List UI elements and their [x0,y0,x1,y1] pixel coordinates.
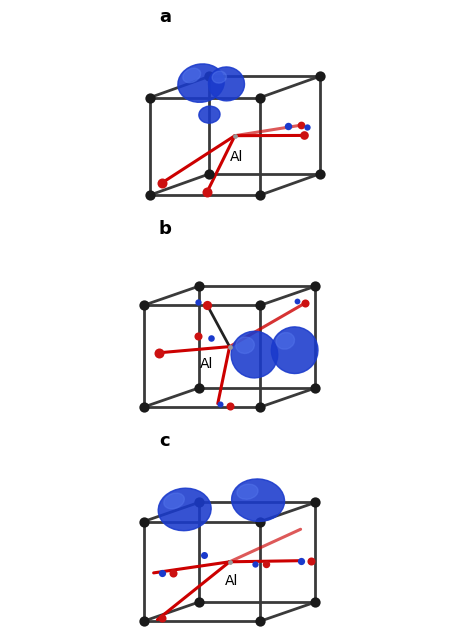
Point [284,120,292,130]
Point [140,300,147,310]
Ellipse shape [183,68,201,83]
Ellipse shape [199,106,220,123]
Ellipse shape [164,493,184,509]
Point [203,300,210,310]
Ellipse shape [236,337,255,354]
Ellipse shape [158,488,211,530]
Point [311,597,319,607]
Ellipse shape [271,327,318,373]
Point [146,92,154,102]
Point [195,281,202,291]
Point [311,281,319,291]
Point [195,597,202,607]
Point [256,190,264,200]
Ellipse shape [237,484,258,499]
Point [256,616,264,626]
Point [146,190,154,200]
Point [297,556,305,566]
Point [155,348,163,358]
Point [206,71,213,81]
Point [201,550,208,560]
Point [303,121,311,132]
Point [262,559,269,569]
Point [140,616,147,626]
Ellipse shape [276,333,294,349]
Point [140,516,147,527]
Point [256,92,264,102]
Point [311,497,319,508]
Point [297,120,304,130]
Point [206,169,213,179]
Text: b: b [158,221,172,238]
Point [316,169,323,179]
Point [308,556,315,566]
Text: Al: Al [230,150,244,164]
Text: a: a [159,8,171,27]
Point [256,402,264,412]
Point [293,296,301,306]
Point [231,130,239,141]
Point [256,516,264,527]
Ellipse shape [178,64,224,102]
Point [203,188,210,198]
Point [158,568,166,578]
Point [251,559,259,569]
Point [216,399,224,409]
Text: c: c [160,432,170,450]
Point [256,300,264,310]
Text: Al: Al [225,574,238,588]
Point [195,383,202,393]
Point [227,401,234,411]
Ellipse shape [232,479,284,522]
Ellipse shape [231,331,278,378]
Point [300,130,308,141]
Point [195,497,202,508]
Ellipse shape [212,71,227,83]
Text: Al: Al [200,357,213,371]
Point [158,178,165,188]
Point [140,402,147,412]
Point [194,331,201,341]
Point [158,612,165,623]
Ellipse shape [209,67,245,101]
Point [169,568,176,578]
Point [226,556,233,567]
Point [316,71,323,81]
Point [226,342,233,352]
Point [195,297,202,307]
Point [301,298,309,308]
Point [311,383,319,393]
Point [207,333,214,343]
